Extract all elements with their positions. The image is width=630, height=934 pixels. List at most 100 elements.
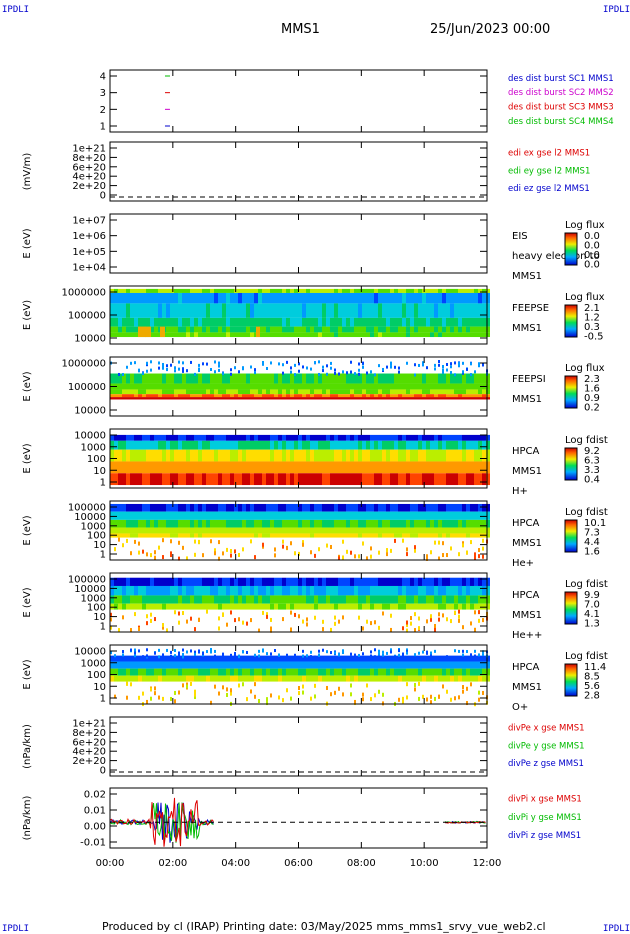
legend-entry: des dist burst SC3 MMS3 — [508, 103, 614, 113]
colorbar-tick-label: 3.3 — [584, 465, 600, 476]
ytick-label: 1e+04 — [72, 263, 106, 274]
ytick-label: 100 — [87, 531, 106, 542]
ytick-label: 1e+06 — [72, 231, 106, 242]
panel-frame-burst — [109, 69, 488, 133]
colorbar-title: Log fdist — [565, 579, 608, 590]
ytick-label: 1000 — [81, 658, 106, 669]
ytick-label: 1 — [100, 694, 106, 705]
ytick-label: 0.01 — [84, 806, 106, 817]
colorbar-title: Log fdist — [565, 435, 608, 446]
colorbar-tick-label: 1.6 — [584, 547, 600, 558]
panel-frame-edi — [109, 141, 488, 202]
legend-entry: divPi z gse MMS1 — [508, 831, 581, 841]
instrument-label: HPCA — [512, 446, 540, 457]
colorbar-tick-label: 6.3 — [584, 456, 600, 467]
y-axis-label: E (eV) — [22, 587, 33, 617]
plot-title: MMS1 — [281, 22, 320, 37]
instrument-label: H+ — [512, 486, 528, 497]
corner-label-bottom-left: IPDLI — [2, 924, 30, 934]
y-axis-label: E (eV) — [22, 443, 33, 473]
instrument-label: MMS1 — [512, 610, 542, 621]
divpi-series-1 — [109, 802, 214, 843]
colorbar-tick-label: 8.5 — [584, 672, 600, 683]
colorbar-tick-label: 4.4 — [584, 537, 600, 548]
colorbar-tick-label: 0.0 — [584, 250, 600, 261]
y-axis-label: E (eV) — [22, 659, 33, 689]
corner-label-bottom-right: IPDLI — [603, 924, 630, 934]
colorbar-tick-label: 0.9 — [584, 393, 600, 404]
ytick-label: 10 — [93, 612, 106, 623]
y-axis-label: (mV/m) — [22, 153, 33, 191]
y-axis-label: E (eV) — [22, 228, 33, 258]
ytick-label: 0 — [100, 766, 106, 777]
ytick-label: 0.02 — [84, 790, 106, 801]
colorbar-tick-label: 0.0 — [584, 241, 600, 252]
ytick-label: 4e+20 — [72, 747, 106, 758]
legend-entry: des dist burst SC1 MMS1 — [508, 74, 614, 84]
ytick-label: 1 — [100, 122, 106, 133]
spectrogram-hpca_o — [110, 647, 490, 707]
legend-entry: edi ez gse l2 MMS1 — [508, 184, 590, 194]
instrument-label: MMS1 — [512, 271, 542, 282]
ytick-label: 2e+20 — [72, 181, 106, 192]
instrument-label: MMS1 — [512, 323, 542, 334]
ytick-label: 10000 — [74, 512, 106, 523]
legend-entry: divPe y gse MMS1 — [508, 741, 585, 751]
xtick-label: 06:00 — [284, 858, 313, 869]
colorbar-tick-label: 2.1 — [584, 303, 600, 314]
xtick-label: 10:00 — [410, 858, 439, 869]
colorbar-tick-label: 1.2 — [584, 313, 600, 324]
colorbar-tick-label: 4.1 — [584, 609, 600, 620]
ytick-label: 100000 — [68, 575, 106, 586]
instrument-label: EIS — [512, 231, 528, 242]
colorbar-tick-label: 9.9 — [584, 590, 600, 601]
spectrogram-hpca_he — [110, 503, 490, 561]
ytick-label: 2 — [100, 105, 106, 116]
colorbar-tick-label: 2.3 — [584, 374, 600, 385]
legend-entry: divPe z gse MMS1 — [508, 759, 584, 769]
colorbar-tick-label: 1.3 — [584, 619, 600, 630]
ytick-label: 0 — [100, 191, 106, 202]
ytick-label: 1e+05 — [72, 247, 106, 258]
ytick-label: 100 — [87, 603, 106, 614]
divpi-series-2 — [109, 797, 214, 847]
corner-label-top-left: IPDLI — [2, 5, 30, 15]
colorbar — [564, 375, 578, 409]
spectrogram-feepse — [110, 288, 490, 338]
instrument-label: FEEPSE — [512, 303, 549, 314]
ytick-label: 2e+20 — [72, 756, 106, 767]
ytick-label: 10 — [93, 682, 106, 693]
instrument-label: HPCA — [512, 662, 540, 673]
ytick-label: 1e+07 — [72, 216, 106, 227]
legend-entry: des dist burst SC2 MMS2 — [508, 88, 614, 98]
colorbar — [564, 519, 578, 553]
ytick-label: 1000 — [81, 442, 106, 453]
instrument-label: He++ — [512, 630, 542, 641]
colorbar — [564, 591, 578, 625]
colorbar-tick-label: -0.5 — [584, 332, 604, 343]
ytick-label: 10000 — [74, 334, 106, 345]
ytick-label: 100 — [87, 670, 106, 681]
corner-label-top-right: IPDLI — [603, 5, 630, 15]
y-axis-label: E (eV) — [22, 300, 33, 330]
ytick-label: 4 — [100, 72, 106, 83]
xtick-label: 08:00 — [347, 858, 376, 869]
ytick-label: 1 — [100, 622, 106, 633]
ytick-label: 1 — [100, 478, 106, 489]
colorbar — [564, 232, 578, 266]
ytick-label: 1000 — [81, 521, 106, 532]
ytick-label: 0.00 — [84, 822, 106, 833]
legend-entry: divPe x gse MMS1 — [508, 723, 585, 733]
ytick-label: 100000 — [68, 503, 106, 514]
y-axis-label: (nPa/km) — [22, 724, 33, 769]
legend-entry: divPi y gse MMS1 — [508, 813, 582, 823]
colorbar-tick-label: 10.1 — [584, 518, 606, 529]
legend-entry: divPi x gse MMS1 — [508, 795, 582, 805]
instrument-label: He+ — [512, 558, 534, 569]
ytick-label: 100000 — [68, 382, 106, 393]
colorbar-tick-label: 1.6 — [584, 384, 600, 395]
colorbar-title: Log fdist — [565, 651, 608, 662]
ytick-label: 10000 — [74, 584, 106, 595]
instrument-label: HPCA — [512, 518, 540, 529]
legend-entry: des dist burst SC4 MMS4 — [508, 117, 614, 127]
